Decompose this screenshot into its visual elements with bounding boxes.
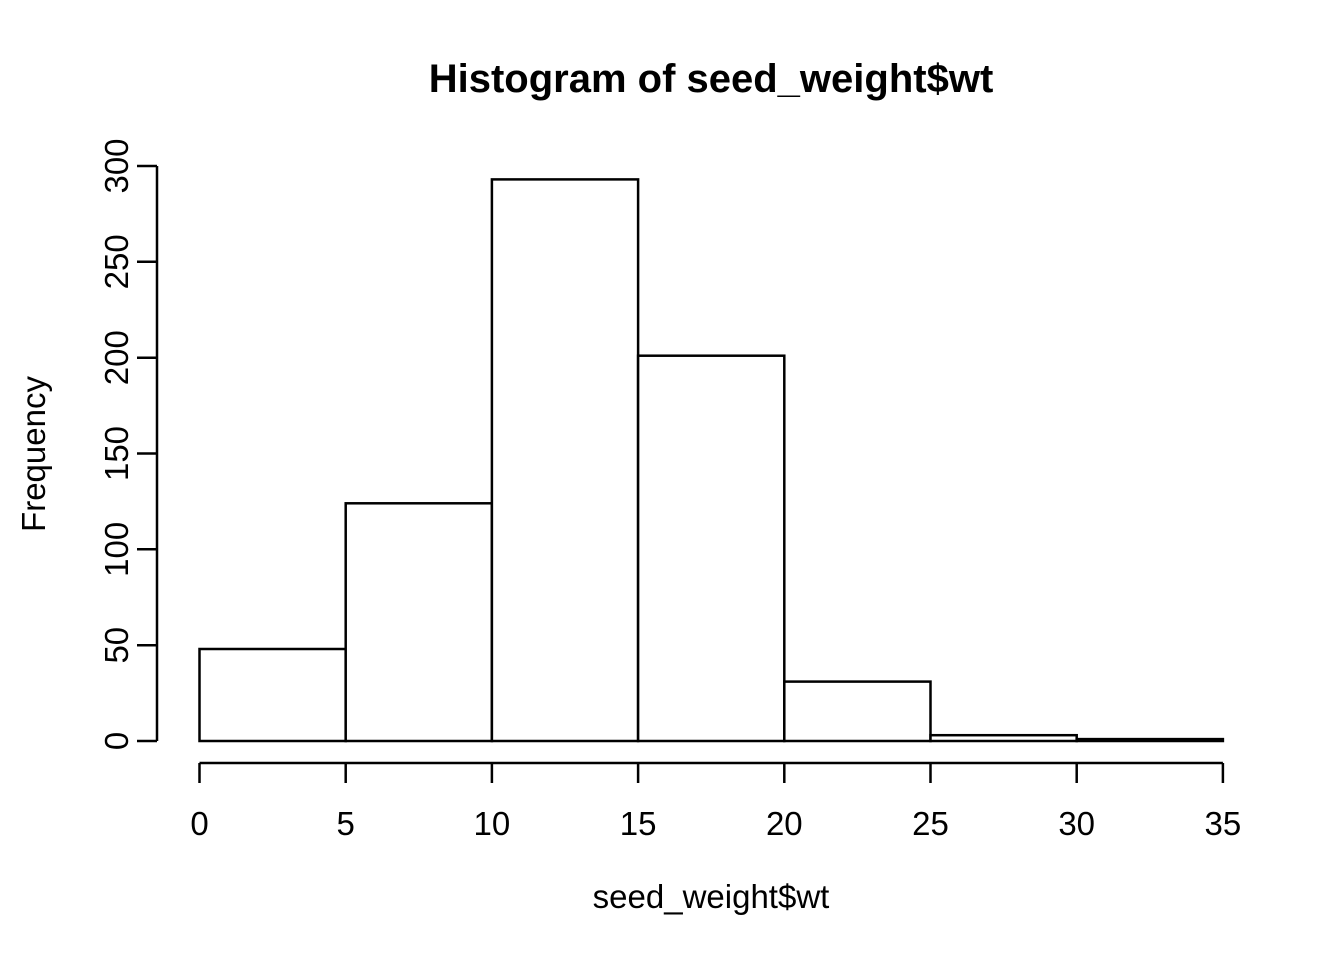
x-tick-label: 30 [1058,805,1095,842]
plot-dynamic-layer: 0 50 100 150 200 250 300 0 5 10 15 20 25 30 35 [98,138,1241,842]
x-tick-label: 0 [190,805,208,842]
x-axis-label: seed_weight$wt [593,878,830,915]
x-tick-label: 10 [474,805,511,842]
y-tick-label: 250 [98,234,135,289]
y-tick-label: 150 [98,426,135,481]
x-tick-label: 5 [337,805,355,842]
histogram-bar [783,680,932,743]
histogram-bar [490,178,640,743]
y-tick-label: 200 [98,330,135,385]
histogram-bar [929,733,1078,743]
chart-title: Histogram of seed_weight$wt [429,57,994,101]
y-tick-label: 300 [98,138,135,193]
x-tick-label: 20 [766,805,803,842]
x-tick-label: 35 [1205,805,1242,842]
histogram-bar [1075,737,1225,743]
x-tick-label: 25 [912,805,949,842]
histogram-bar [636,354,786,743]
y-tick-label: 100 [98,522,135,577]
y-tick-label: 0 [98,732,135,750]
y-tick-label: 50 [98,627,135,664]
histogram-bar [344,502,494,743]
y-axis-label: Frequency [15,376,52,532]
x-tick-label: 15 [620,805,657,842]
histogram-bar [198,647,347,743]
